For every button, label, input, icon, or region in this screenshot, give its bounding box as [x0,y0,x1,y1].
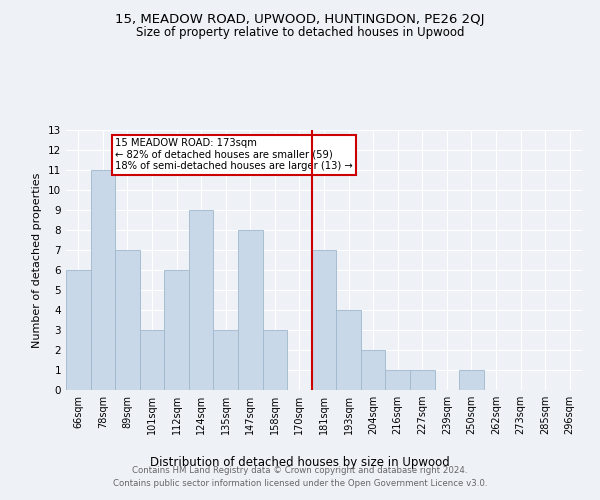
Text: Size of property relative to detached houses in Upwood: Size of property relative to detached ho… [136,26,464,39]
Bar [115,250,140,390]
Y-axis label: Number of detached properties: Number of detached properties [32,172,43,348]
Bar [140,330,164,390]
Bar [312,250,336,390]
Bar [91,170,115,390]
Bar [189,210,214,390]
Text: 15 MEADOW ROAD: 173sqm
← 82% of detached houses are smaller (59)
18% of semi-det: 15 MEADOW ROAD: 173sqm ← 82% of detached… [115,138,353,171]
Bar [336,310,361,390]
Bar [214,330,238,390]
Text: 15, MEADOW ROAD, UPWOOD, HUNTINGDON, PE26 2QJ: 15, MEADOW ROAD, UPWOOD, HUNTINGDON, PE2… [115,12,485,26]
Bar [361,350,385,390]
Bar [385,370,410,390]
Text: Distribution of detached houses by size in Upwood: Distribution of detached houses by size … [150,456,450,469]
Bar [66,270,91,390]
Text: Contains HM Land Registry data © Crown copyright and database right 2024.
Contai: Contains HM Land Registry data © Crown c… [113,466,487,487]
Bar [164,270,189,390]
Bar [238,230,263,390]
Bar [263,330,287,390]
Bar [459,370,484,390]
Bar [410,370,434,390]
